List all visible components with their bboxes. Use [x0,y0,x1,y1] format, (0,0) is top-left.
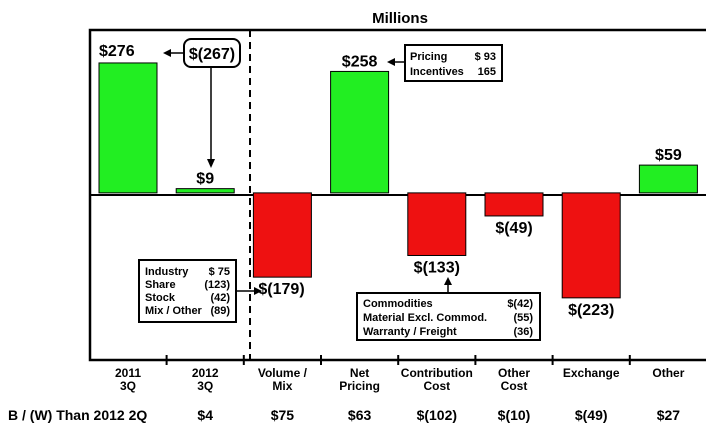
material-value: (55) [513,312,533,324]
comparison-value-1: $75 [271,407,295,423]
x-tick-label-4-0: Contribution [401,366,473,380]
comparison-value-5: $(49) [575,407,608,423]
x-tick-label-3-1: Pricing [339,379,380,393]
bar-0 [98,62,158,194]
comparison-value-2: $63 [348,407,372,423]
delta-arrowhead-left [163,49,171,57]
incentives-callout-label: Incentives [410,66,464,78]
pricing-arrowhead [387,58,395,66]
bar-value-label-0: $276 [99,43,135,60]
bar-value-label-3: $258 [342,53,378,70]
comparison-value-6: $27 [657,407,681,423]
industry-value: $ 75 [209,266,230,278]
pricing-callout-label: Pricing [410,51,447,63]
delta-label: $(267) [189,46,235,63]
bar-4 [407,192,467,256]
incentives-callout-value: 165 [478,66,496,78]
bar-6 [561,192,621,299]
delta-arrowhead-down [207,159,215,168]
bar-value-label-6: $(223) [568,302,614,319]
warranty-freight-label: Warranty / Freight [363,326,457,338]
mix-other-value: (89) [210,305,230,317]
x-tick-label-3-0: Net [350,366,369,380]
bar-2 [252,192,312,278]
x-tick-label-2-0: Volume / [258,366,308,380]
comparison-row-label: B / (W) Than 2012 2Q [8,407,147,423]
bar-value-label-7: $59 [655,147,682,164]
mix-other-label: Mix / Other [145,305,203,317]
bar-7 [638,164,698,194]
volume-mix-arrowhead [254,287,262,295]
x-tick-label-0-0: 2011 [115,366,141,380]
pricing-callout [404,44,503,82]
stock-value: (42) [210,292,230,304]
contribution-cost-callout [356,292,541,341]
bar-5 [484,192,544,217]
stock-label: Stock [145,292,176,304]
x-tick-label-7-0: Other [652,366,684,380]
x-tick-label-6-0: Exchange [563,366,620,380]
material-label: Material Excl. Commod. [363,312,487,324]
x-tick-label-0-1: 3Q [120,379,136,393]
commodities-label: Commodities [363,298,433,310]
warranty-freight-value: (36) [513,326,533,338]
share-value: (123) [204,279,230,291]
bar-value-label-2: $(179) [258,281,304,298]
x-tick-label-2-1: Mix [272,379,292,393]
commodities-value: $(42) [507,298,533,310]
share-label: Share [145,279,176,291]
x-tick-label-5-0: Other [498,366,530,380]
comparison-value-4: $(10) [498,407,531,423]
bar-value-label-4: $(133) [414,259,460,276]
comparison-value-0: $4 [197,407,213,423]
comparison-value-3: $(102) [417,407,457,423]
bar-1 [175,188,235,194]
pricing-callout-value: $ 93 [475,51,496,63]
industry-label: Industry [145,266,189,278]
bar-3 [330,70,390,194]
chart-title: Millions [372,10,428,27]
bar-value-label-5: $(49) [495,220,532,237]
x-tick-label-4-1: Cost [423,379,450,393]
bar-value-label-1: $9 [196,171,214,188]
x-tick-label-1-1: 3Q [197,379,213,393]
contribution-arrowhead [444,277,452,285]
x-tick-label-1-0: 2012 [192,366,219,380]
x-tick-label-5-1: Cost [501,379,528,393]
